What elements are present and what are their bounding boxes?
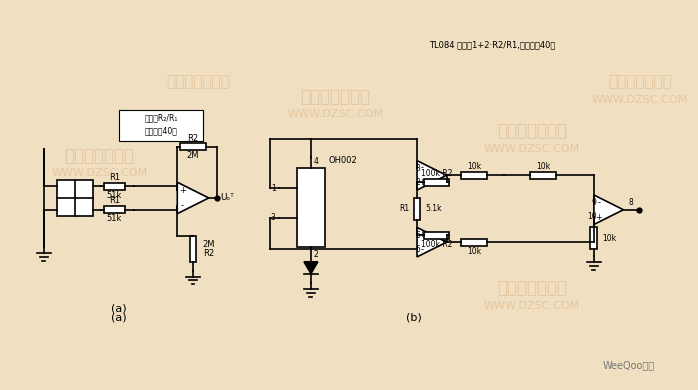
Text: Uₒᵀ: Uₒᵀ [221, 193, 235, 202]
Text: (a): (a) [112, 303, 127, 313]
Text: 8: 8 [629, 199, 634, 207]
Text: 10: 10 [587, 212, 597, 221]
Text: WWW.DZSC.COM: WWW.DZSC.COM [484, 301, 580, 311]
Text: 9: 9 [592, 199, 597, 207]
Bar [424, 232, 450, 239]
Bar [103, 206, 125, 213]
Text: 维库电子市场网: 维库电子市场网 [497, 279, 567, 297]
Text: 3: 3 [415, 164, 420, 173]
Polygon shape [594, 195, 623, 225]
Text: 维库电子市场网: 维库电子市场网 [300, 88, 371, 106]
Bar [180, 144, 206, 150]
Text: 10k: 10k [467, 246, 481, 255]
Text: 3: 3 [271, 213, 276, 222]
Text: 维库电子市场网: 维库电子市场网 [65, 147, 135, 165]
Bar [414, 198, 420, 220]
Text: WWW.DZSC.COM: WWW.DZSC.COM [592, 95, 688, 105]
Bar [190, 236, 196, 262]
Text: OH002: OH002 [329, 156, 357, 165]
Text: +: + [419, 230, 425, 239]
Text: WWW.DZSC.COM: WWW.DZSC.COM [52, 168, 148, 178]
Text: 100k R2: 100k R2 [421, 239, 452, 249]
Bar [103, 183, 125, 190]
Text: TL084 增益为1+2·R2/R1,图中约为40倍: TL084 增益为1+2·R2/R1,图中约为40倍 [429, 40, 556, 49]
Text: 维库电子市场网: 维库电子市场网 [608, 74, 672, 89]
Bar [119, 110, 203, 141]
Bar [297, 168, 325, 247]
Text: 100k R2: 100k R2 [421, 169, 452, 178]
Text: 维库电子市场网: 维库电子市场网 [497, 122, 567, 140]
Text: -: - [420, 163, 424, 172]
Text: R1: R1 [109, 197, 120, 206]
Bar [424, 179, 450, 186]
Text: 5.1k: 5.1k [425, 204, 441, 213]
Polygon shape [417, 161, 447, 190]
Text: 10k: 10k [467, 162, 481, 171]
Text: +: + [419, 178, 425, 187]
Text: 增益为R₂/R₁: 增益为R₂/R₁ [144, 114, 178, 123]
Bar [530, 172, 556, 179]
Bar [461, 239, 487, 246]
Text: -: - [181, 201, 184, 210]
Text: 51k: 51k [107, 190, 122, 200]
Text: 4: 4 [314, 157, 319, 166]
Text: 10k: 10k [602, 234, 616, 243]
Polygon shape [304, 262, 318, 274]
Text: 10k: 10k [536, 162, 550, 171]
Text: 2M: 2M [203, 239, 215, 249]
Text: R1: R1 [399, 204, 409, 213]
Text: -: - [597, 198, 600, 207]
Text: 6: 6 [415, 231, 420, 240]
Text: WWW.DZSC.COM: WWW.DZSC.COM [484, 144, 580, 154]
Text: R2: R2 [203, 250, 214, 259]
Text: 2M: 2M [187, 151, 199, 160]
Polygon shape [417, 227, 447, 257]
Text: 2: 2 [314, 250, 318, 259]
Text: +: + [595, 213, 602, 222]
Bar [57, 180, 93, 216]
Text: -: - [420, 245, 424, 254]
Text: 51k: 51k [107, 214, 122, 223]
Text: 2: 2 [415, 178, 420, 187]
Bar [461, 172, 487, 179]
Text: 5: 5 [415, 245, 420, 254]
Bar [591, 227, 597, 249]
Text: WWW.DZSC.COM: WWW.DZSC.COM [288, 110, 383, 119]
Text: (b): (b) [406, 313, 422, 323]
Text: R1: R1 [109, 173, 120, 182]
Text: 图中约为40倍: 图中约为40倍 [144, 127, 177, 136]
Text: R2: R2 [188, 133, 198, 142]
Text: (a): (a) [112, 313, 127, 323]
Text: +: + [179, 186, 186, 195]
Text: WeeQoo维库: WeeQoo维库 [602, 360, 654, 370]
Polygon shape [177, 182, 209, 214]
Text: 1: 1 [271, 184, 276, 193]
Text: 维库电子市场网: 维库电子市场网 [166, 74, 230, 89]
